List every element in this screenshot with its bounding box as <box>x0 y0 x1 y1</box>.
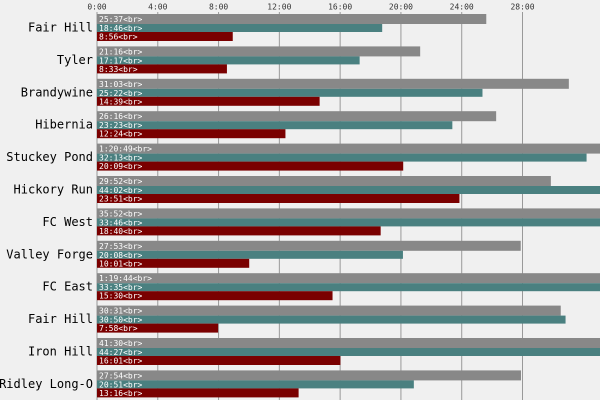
value-label: 23:51<br> <box>99 195 143 204</box>
value-label: 17:17<br> <box>99 56 143 65</box>
bar <box>97 96 320 106</box>
value-label: 32:13<br> <box>99 154 143 163</box>
bar <box>97 305 561 316</box>
value-label: 29:52<br> <box>99 177 143 186</box>
value-label: 8:33<br> <box>99 65 138 74</box>
bar <box>97 176 551 186</box>
bar <box>97 283 600 292</box>
value-label: 23:23<br> <box>99 121 143 130</box>
bar <box>97 161 404 171</box>
bar <box>97 356 341 365</box>
value-label: 33:35<br> <box>99 283 143 292</box>
bar <box>97 370 521 381</box>
value-label: 15:30<br> <box>99 292 143 301</box>
bar <box>97 291 333 301</box>
value-label: 1:19:44<br> <box>99 274 152 283</box>
bar <box>97 226 381 236</box>
category-label: Iron Hill <box>28 345 93 359</box>
x-tick-label: 0:00 <box>87 3 106 12</box>
value-label: 30:31<br> <box>99 307 143 316</box>
bar <box>97 208 600 219</box>
value-label: 13:16<br> <box>99 389 143 398</box>
bar <box>97 186 600 194</box>
value-label: 44:27<br> <box>99 348 143 357</box>
bar <box>97 380 414 389</box>
x-tick-label: 12:00 <box>267 3 291 12</box>
bar <box>97 111 497 122</box>
value-label: 20:09<br> <box>99 162 143 171</box>
bar <box>97 273 600 284</box>
bar <box>97 14 487 24</box>
value-label: 21:16<br> <box>99 47 143 56</box>
category-label: Stuckey Pond <box>6 150 93 164</box>
value-label: 20:51<br> <box>99 380 143 389</box>
value-label: 16:01<br> <box>99 357 143 366</box>
value-label: 31:03<br> <box>99 80 143 89</box>
value-label: 20:08<br> <box>99 251 143 260</box>
x-tick-label: 28:00 <box>510 3 534 12</box>
value-label: 10:01<br> <box>99 259 143 268</box>
category-label: Fair Hill <box>28 21 93 35</box>
bar <box>97 143 600 154</box>
category-label: Fair Hill <box>28 312 93 326</box>
category-label: Hickory Run <box>14 183 93 197</box>
category-label: Brandywine <box>21 85 93 99</box>
value-label: 18:40<br> <box>99 227 143 236</box>
bar <box>97 388 299 398</box>
bar <box>97 194 460 203</box>
category-label: Ridley Long-O <box>0 377 93 391</box>
bar <box>97 129 286 139</box>
value-label: 35:52<br> <box>99 209 143 218</box>
x-tick-label: 4:00 <box>148 3 167 12</box>
value-label: 33:46<br> <box>99 218 143 227</box>
value-label: 7:58<br> <box>99 324 138 333</box>
bar <box>97 121 453 130</box>
x-tick-label: 16:00 <box>328 3 352 12</box>
value-label: 27:53<br> <box>99 242 143 251</box>
value-label: 26:16<br> <box>99 112 143 121</box>
grid <box>96 12 523 400</box>
value-label: 14:39<br> <box>99 97 143 106</box>
bar <box>97 338 600 348</box>
category-label: FC West <box>42 215 93 229</box>
value-label: 27:54<br> <box>99 371 143 380</box>
bars <box>97 14 600 398</box>
category-label: Valley Forge <box>6 247 93 261</box>
bar <box>97 56 360 65</box>
value-label: 18:46<br> <box>99 24 143 33</box>
category-label: FC East <box>42 280 93 294</box>
bar <box>97 218 600 227</box>
value-label: 25:37<br> <box>99 15 143 24</box>
bar <box>97 250 403 259</box>
bar <box>97 78 569 89</box>
bar <box>97 323 219 333</box>
bar <box>97 258 250 268</box>
value-label: 8:56<br> <box>99 33 138 42</box>
bar <box>97 315 566 324</box>
bar <box>97 348 600 356</box>
value-label: 44:02<br> <box>99 186 143 195</box>
value-label: 1:20:49<br> <box>99 145 152 154</box>
bar <box>97 46 421 57</box>
category-label: Hibernia <box>35 118 93 132</box>
x-tick-label: 20:00 <box>389 3 413 12</box>
x-tick-label: 8:00 <box>209 3 228 12</box>
bar <box>97 240 521 251</box>
bar <box>97 88 483 97</box>
value-label: 25:22<br> <box>99 89 143 98</box>
bar <box>97 64 227 74</box>
bar <box>97 153 587 162</box>
value-label: 12:24<br> <box>99 130 143 139</box>
bar <box>97 32 233 41</box>
value-label: 41:30<br> <box>99 339 143 348</box>
x-tick-label: 24:00 <box>450 3 474 12</box>
value-label: 30:50<br> <box>99 316 143 325</box>
bar <box>97 24 383 32</box>
category-label: Tyler <box>57 53 93 67</box>
